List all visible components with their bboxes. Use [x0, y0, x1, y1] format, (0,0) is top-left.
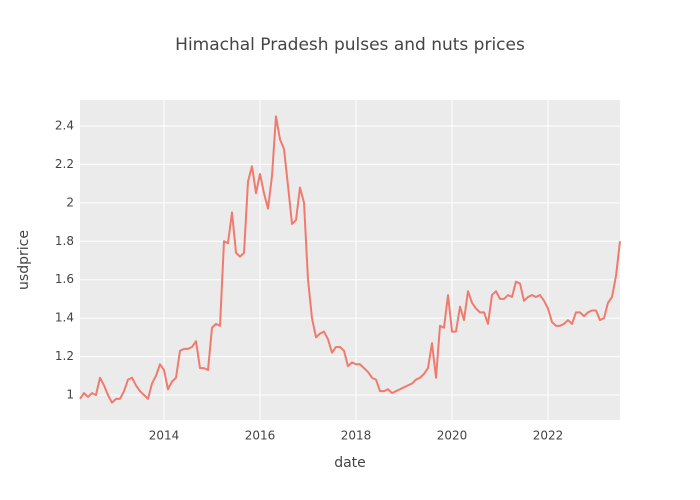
y-tick-label: 2 — [66, 195, 74, 209]
x-tick-label: 2014 — [149, 429, 180, 443]
x-tick-label: 2016 — [245, 429, 276, 443]
marks — [79, 115, 621, 404]
x-tick-label: 2022 — [533, 429, 564, 443]
plot-area — [80, 100, 620, 420]
y-tick-label: 2.2 — [55, 157, 74, 171]
y-tick-label: 1.2 — [55, 349, 74, 363]
y-tick-label: 1.6 — [55, 272, 74, 286]
y-tick-label: 1 — [66, 388, 74, 402]
y-axis-title: usdprice — [16, 230, 32, 290]
x-axis-title: date — [334, 455, 366, 471]
line-series — [79, 115, 621, 404]
y-tick-label: 2.4 — [55, 118, 74, 132]
y-tick-label: 1.8 — [55, 234, 74, 248]
y-tick-label: 1.4 — [55, 311, 74, 325]
x-tick-label: 2020 — [437, 429, 468, 443]
chart-title: Himachal Pradesh pulses and nuts prices — [175, 35, 525, 55]
grid — [80, 100, 620, 420]
x-tick-label: 2018 — [341, 429, 372, 443]
